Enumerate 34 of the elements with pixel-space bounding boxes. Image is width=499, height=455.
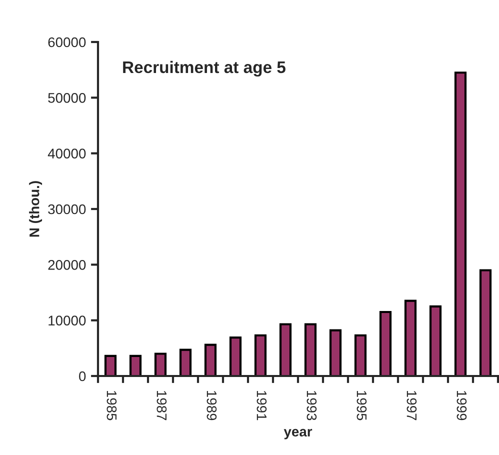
bar: [454, 72, 467, 376]
y-tick-label: 20000: [48, 260, 86, 270]
bar: [429, 305, 442, 376]
x-tick-label: 1999: [456, 390, 467, 420]
x-tick-label: 1997: [406, 390, 417, 420]
y-tick-label: 50000: [48, 93, 86, 103]
x-tick-label: 1991: [256, 390, 267, 420]
y-tick-label: 40000: [48, 148, 86, 159]
x-tick-label: 1987: [156, 390, 167, 420]
text: Recruitment at age 5: [123, 60, 286, 77]
x-axis-title: year: [284, 428, 312, 440]
y-tick-label: 10000: [48, 316, 86, 326]
bar: [129, 354, 142, 376]
bar: [379, 310, 392, 376]
bar: [254, 334, 267, 376]
bar: [304, 323, 317, 376]
x-tick-label: 1995: [356, 390, 367, 420]
bar: [204, 344, 217, 376]
x-tick-label: 1985: [106, 390, 117, 420]
bar: [354, 334, 367, 376]
bar: [104, 354, 117, 376]
bar: [229, 336, 242, 376]
y-tick-label: 60000: [48, 37, 86, 48]
x-tick-label: 1993: [306, 390, 317, 420]
bar: [279, 323, 292, 376]
bar: [329, 329, 342, 376]
bar: [154, 352, 167, 376]
bar: [179, 348, 192, 376]
bar: [479, 269, 492, 376]
y-axis-title: N (thou.): [29, 181, 42, 237]
y-tick-label: 30000: [48, 204, 86, 214]
x-tick-label: 1989: [206, 390, 217, 420]
y-tick-label: 0: [79, 371, 86, 382]
bar: [404, 300, 417, 376]
